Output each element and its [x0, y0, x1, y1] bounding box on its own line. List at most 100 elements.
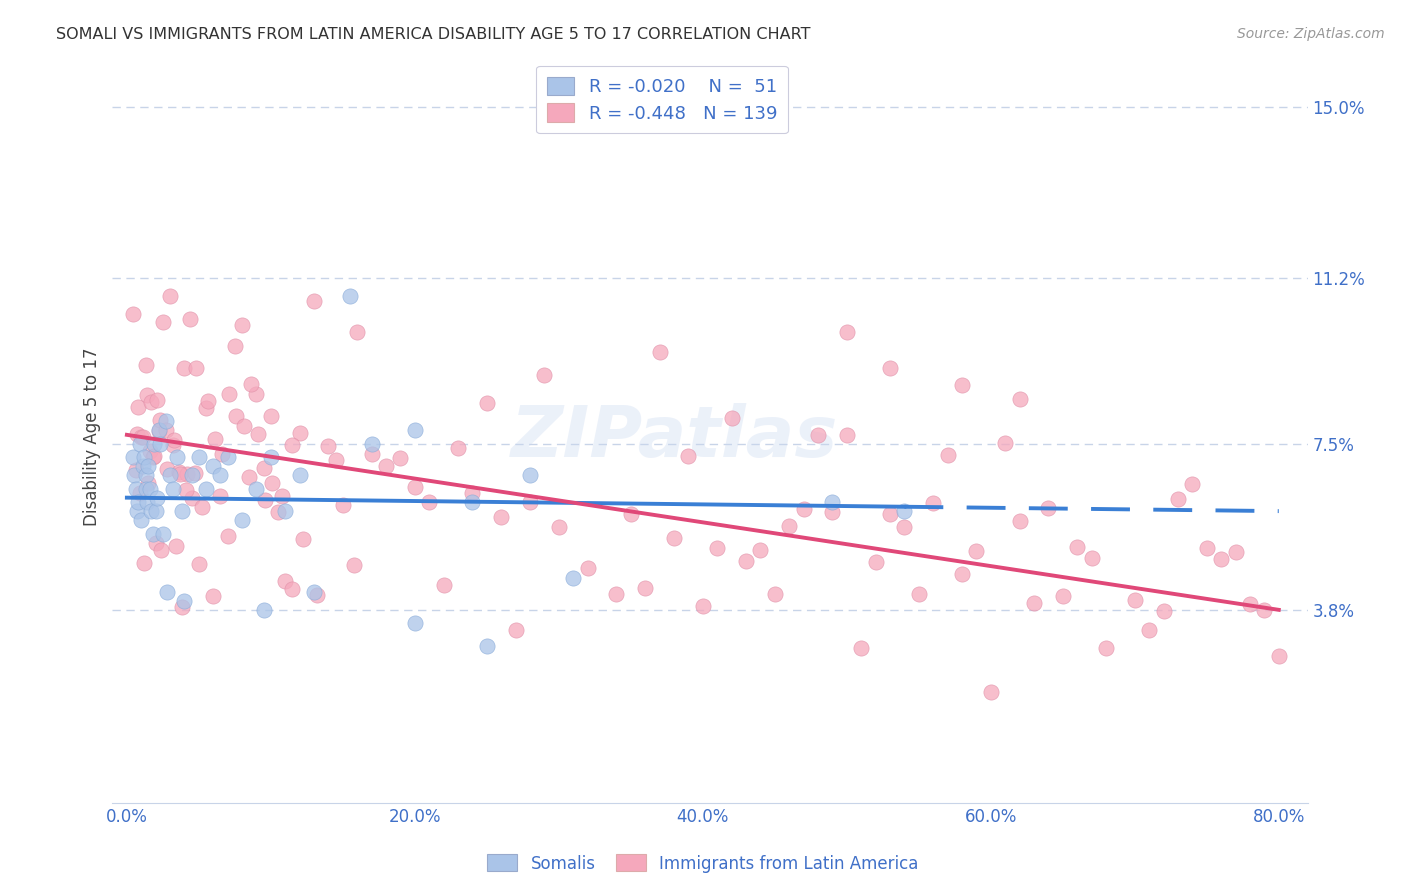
Point [475, 639, 498, 653]
Point [143, 437, 166, 451]
Point [225, 409, 247, 424]
Point [128, 486, 150, 500]
Point [174, 483, 197, 498]
Point [835, 427, 858, 442]
Point [533, 368, 555, 383]
Point [562, 571, 585, 585]
Point [262, 475, 284, 490]
Point [180, 468, 202, 483]
Point [1211, 552, 1233, 566]
Point [749, 542, 772, 557]
Point [134, 557, 156, 571]
Point [547, 520, 569, 534]
Point [1008, 392, 1031, 406]
Point [706, 541, 728, 555]
Point [156, 585, 179, 599]
Point [907, 587, 929, 601]
Point [260, 450, 283, 465]
Point [1181, 477, 1204, 491]
Point [132, 459, 155, 474]
Point [605, 587, 627, 601]
Point [994, 436, 1017, 450]
Point [139, 482, 162, 496]
Point [138, 459, 160, 474]
Point [202, 459, 225, 474]
Point [851, 641, 873, 656]
Point [184, 361, 207, 376]
Point [149, 413, 172, 427]
Point [170, 600, 193, 615]
Point [475, 396, 498, 410]
Point [187, 557, 209, 571]
Point [209, 468, 232, 483]
Point [231, 513, 253, 527]
Point [183, 466, 205, 480]
Point [162, 438, 184, 452]
Point [461, 495, 484, 509]
Text: ZIPatlas: ZIPatlas [510, 402, 838, 472]
Point [150, 542, 173, 557]
Point [135, 358, 157, 372]
Point [245, 482, 267, 496]
Point [778, 519, 800, 533]
Point [735, 554, 758, 568]
Point [128, 437, 150, 451]
Point [209, 489, 232, 503]
Point [404, 480, 426, 494]
Point [461, 486, 484, 500]
Point [159, 288, 181, 302]
Point [346, 325, 368, 339]
Point [821, 505, 844, 519]
Point [245, 387, 267, 401]
Point [835, 325, 858, 339]
Point [433, 578, 456, 592]
Point [155, 414, 177, 428]
Point [195, 482, 218, 496]
Point [125, 504, 148, 518]
Point [576, 560, 599, 574]
Point [305, 588, 328, 602]
Point [141, 395, 163, 409]
Point [793, 502, 815, 516]
Point [865, 555, 887, 569]
Point [156, 461, 179, 475]
Text: SOMALI VS IMMIGRANTS FROM LATIN AMERICA DISABILITY AGE 5 TO 17 CORRELATION CHART: SOMALI VS IMMIGRANTS FROM LATIN AMERICA … [56, 27, 811, 42]
Point [142, 450, 165, 465]
Point [139, 443, 162, 458]
Point [197, 394, 219, 409]
Point [447, 442, 470, 456]
Point [173, 361, 195, 376]
Point [288, 426, 311, 441]
Point [165, 539, 187, 553]
Point [170, 504, 193, 518]
Point [142, 526, 165, 541]
Text: Source: ZipAtlas.com: Source: ZipAtlas.com [1237, 27, 1385, 41]
Point [239, 377, 262, 392]
Point [145, 536, 167, 550]
Point [152, 315, 174, 329]
Point [124, 482, 146, 496]
Point [375, 459, 398, 474]
Point [1022, 596, 1045, 610]
Point [195, 401, 218, 416]
Point [260, 409, 283, 423]
Point [136, 495, 159, 509]
Point [343, 558, 366, 572]
Point [332, 498, 354, 512]
Point [720, 410, 742, 425]
Point [127, 401, 149, 415]
Point [1239, 597, 1261, 611]
Point [122, 468, 145, 483]
Point [1095, 640, 1118, 655]
Point [127, 495, 149, 509]
Point [271, 488, 294, 502]
Point [1268, 648, 1291, 663]
Point [159, 468, 181, 483]
Point [360, 447, 382, 461]
Point [148, 424, 170, 438]
Point [162, 482, 184, 496]
Point [491, 510, 513, 524]
Point [339, 289, 361, 303]
Point [360, 437, 382, 451]
Point [121, 307, 143, 321]
